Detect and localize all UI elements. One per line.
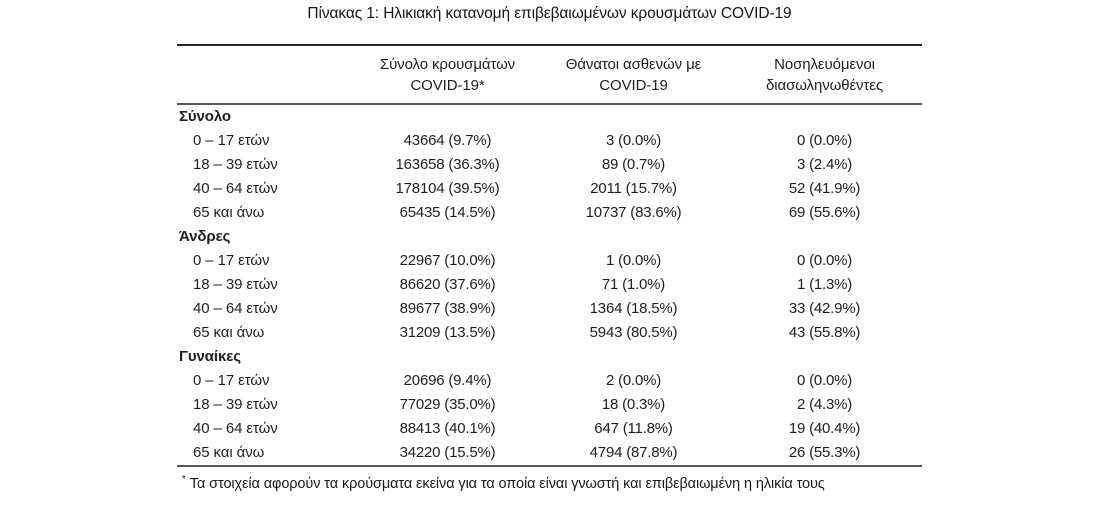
- section-label: Γυναίκες: [179, 348, 241, 365]
- corner-cell: [177, 45, 355, 104]
- deaths-cell: 4794 (87.8%): [589, 444, 678, 461]
- deaths-cell: 71 (1.0%): [601, 276, 666, 293]
- cases-cell: 77029 (35.0%): [399, 396, 496, 413]
- intubated-cell: 26 (55.3%): [788, 444, 861, 461]
- header-line: διασωληνωθέντες: [766, 77, 883, 94]
- header-line: COVID-19*: [410, 77, 485, 94]
- age-group-label: 40 – 64 ετών: [193, 180, 278, 197]
- age-group-label: 65 και άνω: [193, 204, 265, 221]
- table-row: 0 – 17 ετών 22967 (10.0%) 1 (0.0%) 0 (0.…: [177, 249, 922, 273]
- deaths-cell: 2011 (15.7%): [590, 180, 677, 197]
- deaths-cell: 3 (0.0%): [605, 132, 662, 149]
- section-row-men: Άνδρες: [177, 225, 922, 249]
- section-label: Σύνολο: [179, 108, 231, 125]
- intubated-cell: 1 (1.3%): [796, 276, 853, 293]
- footnote-text: Τα στοιχεία αφορούν τα κρούσματα εκείνα …: [189, 476, 825, 492]
- header-line: Νοσηλευόμενοι: [774, 56, 875, 73]
- cases-cell: 86620 (37.6%): [399, 276, 496, 293]
- header-intubated: Νοσηλευόμενοι διασωληνωθέντες: [727, 45, 922, 104]
- age-group-label: 0 – 17 ετών: [193, 252, 270, 269]
- table-row: 65 και άνω 31209 (13.5%) 5943 (80.5%) 43…: [177, 321, 922, 345]
- deaths-cell: 5943 (80.5%): [589, 324, 678, 341]
- table-row: 40 – 64 ετών 88413 (40.1%) 647 (11.8%) 1…: [177, 417, 922, 441]
- cases-cell: 22967 (10.0%): [399, 252, 496, 269]
- table-row: 0 – 17 ετών 20696 (9.4%) 2 (0.0%) 0 (0.0…: [177, 369, 922, 393]
- intubated-cell: 2 (4.3%): [796, 396, 853, 413]
- table-row: 40 – 64 ετών 178104 (39.5%) 2011 (15.7%)…: [177, 177, 922, 201]
- cases-cell: 88413 (40.1%): [399, 420, 496, 437]
- intubated-cell: 0 (0.0%): [796, 132, 853, 149]
- age-group-label: 18 – 39 ετών: [193, 156, 278, 173]
- cases-cell: 20696 (9.4%): [403, 372, 492, 389]
- age-group-label: 18 – 39 ετών: [193, 396, 278, 413]
- intubated-cell: 0 (0.0%): [796, 252, 853, 269]
- deaths-cell: 2 (0.0%): [605, 372, 662, 389]
- age-group-label: 40 – 64 ετών: [193, 420, 278, 437]
- table-row: 0 – 17 ετών 43664 (9.7%) 3 (0.0%) 0 (0.0…: [177, 129, 922, 153]
- deaths-cell: 1364 (18.5%): [589, 300, 678, 317]
- age-group-label: 65 και άνω: [193, 444, 265, 461]
- header-line: COVID-19: [599, 77, 668, 94]
- cases-cell: 178104 (39.5%): [395, 180, 500, 197]
- deaths-cell: 10737 (83.6%): [585, 204, 682, 221]
- deaths-cell: 89 (0.7%): [601, 156, 666, 173]
- intubated-cell: 43 (55.8%): [788, 324, 861, 341]
- cases-cell: 89677 (38.9%): [399, 300, 496, 317]
- age-group-label: 18 – 39 ετών: [193, 276, 278, 293]
- cases-cell: 65435 (14.5%): [399, 204, 496, 221]
- age-group-label: 0 – 17 ετών: [193, 372, 270, 389]
- section-label: Άνδρες: [179, 228, 231, 245]
- header-line: Θάνατοι ασθενών με: [565, 56, 702, 73]
- deaths-cell: 1 (0.0%): [605, 252, 662, 269]
- footnote-asterisk: *: [182, 474, 186, 485]
- table-container: Πίνακας 1: Ηλικιακή κατανομή επιβεβαιωμέ…: [177, 0, 922, 494]
- intubated-cell: 69 (55.6%): [788, 204, 861, 221]
- table-row: 18 – 39 ετών 77029 (35.0%) 18 (0.3%) 2 (…: [177, 393, 922, 417]
- age-group-label: 40 – 64 ετών: [193, 300, 278, 317]
- intubated-cell: 3 (2.4%): [796, 156, 853, 173]
- section-row-total: Σύνολο: [177, 104, 922, 129]
- intubated-cell: 52 (41.9%): [788, 180, 861, 197]
- covid-age-distribution-table: Σύνολο κρουσμάτων COVID-19* Θάνατοι ασθε…: [177, 44, 922, 467]
- header-row: Σύνολο κρουσμάτων COVID-19* Θάνατοι ασθε…: [177, 45, 922, 104]
- table-row: 40 – 64 ετών 89677 (38.9%) 1364 (18.5%) …: [177, 297, 922, 321]
- table-footnote: * Τα στοιχεία αφορούν τα κρούσματα εκείνα…: [177, 474, 922, 494]
- table-body: Σύνολο 0 – 17 ετών 43664 (9.7%) 3 (0.0%)…: [177, 104, 922, 466]
- age-group-label: 0 – 17 ετών: [193, 132, 270, 149]
- cases-cell: 31209 (13.5%): [399, 324, 496, 341]
- table-row: 65 και άνω 65435 (14.5%) 10737 (83.6%) 6…: [177, 201, 922, 225]
- header-line: Σύνολο κρουσμάτων: [379, 56, 516, 73]
- age-group-label: 65 και άνω: [193, 324, 265, 341]
- table-row: 65 και άνω 34220 (15.5%) 4794 (87.8%) 26…: [177, 441, 922, 466]
- cases-cell: 163658 (36.3%): [395, 156, 500, 173]
- section-row-women: Γυναίκες: [177, 345, 922, 369]
- cases-cell: 43664 (9.7%): [403, 132, 492, 149]
- table-row: 18 – 39 ετών 86620 (37.6%) 71 (1.0%) 1 (…: [177, 273, 922, 297]
- table-row: 18 – 39 ετών 163658 (36.3%) 89 (0.7%) 3 …: [177, 153, 922, 177]
- deaths-cell: 18 (0.3%): [601, 396, 666, 413]
- table-title: Πίνακας 1: Ηλικιακή κατανομή επιβεβαιωμέ…: [307, 5, 792, 22]
- intubated-cell: 0 (0.0%): [796, 372, 853, 389]
- table-header: Σύνολο κρουσμάτων COVID-19* Θάνατοι ασθε…: [177, 45, 922, 104]
- header-total-cases: Σύνολο κρουσμάτων COVID-19*: [355, 45, 540, 104]
- deaths-cell: 647 (11.8%): [594, 420, 673, 437]
- intubated-cell: 33 (42.9%): [788, 300, 861, 317]
- cases-cell: 34220 (15.5%): [399, 444, 496, 461]
- intubated-cell: 19 (40.4%): [788, 420, 861, 437]
- header-deaths: Θάνατοι ασθενών με COVID-19: [540, 45, 727, 104]
